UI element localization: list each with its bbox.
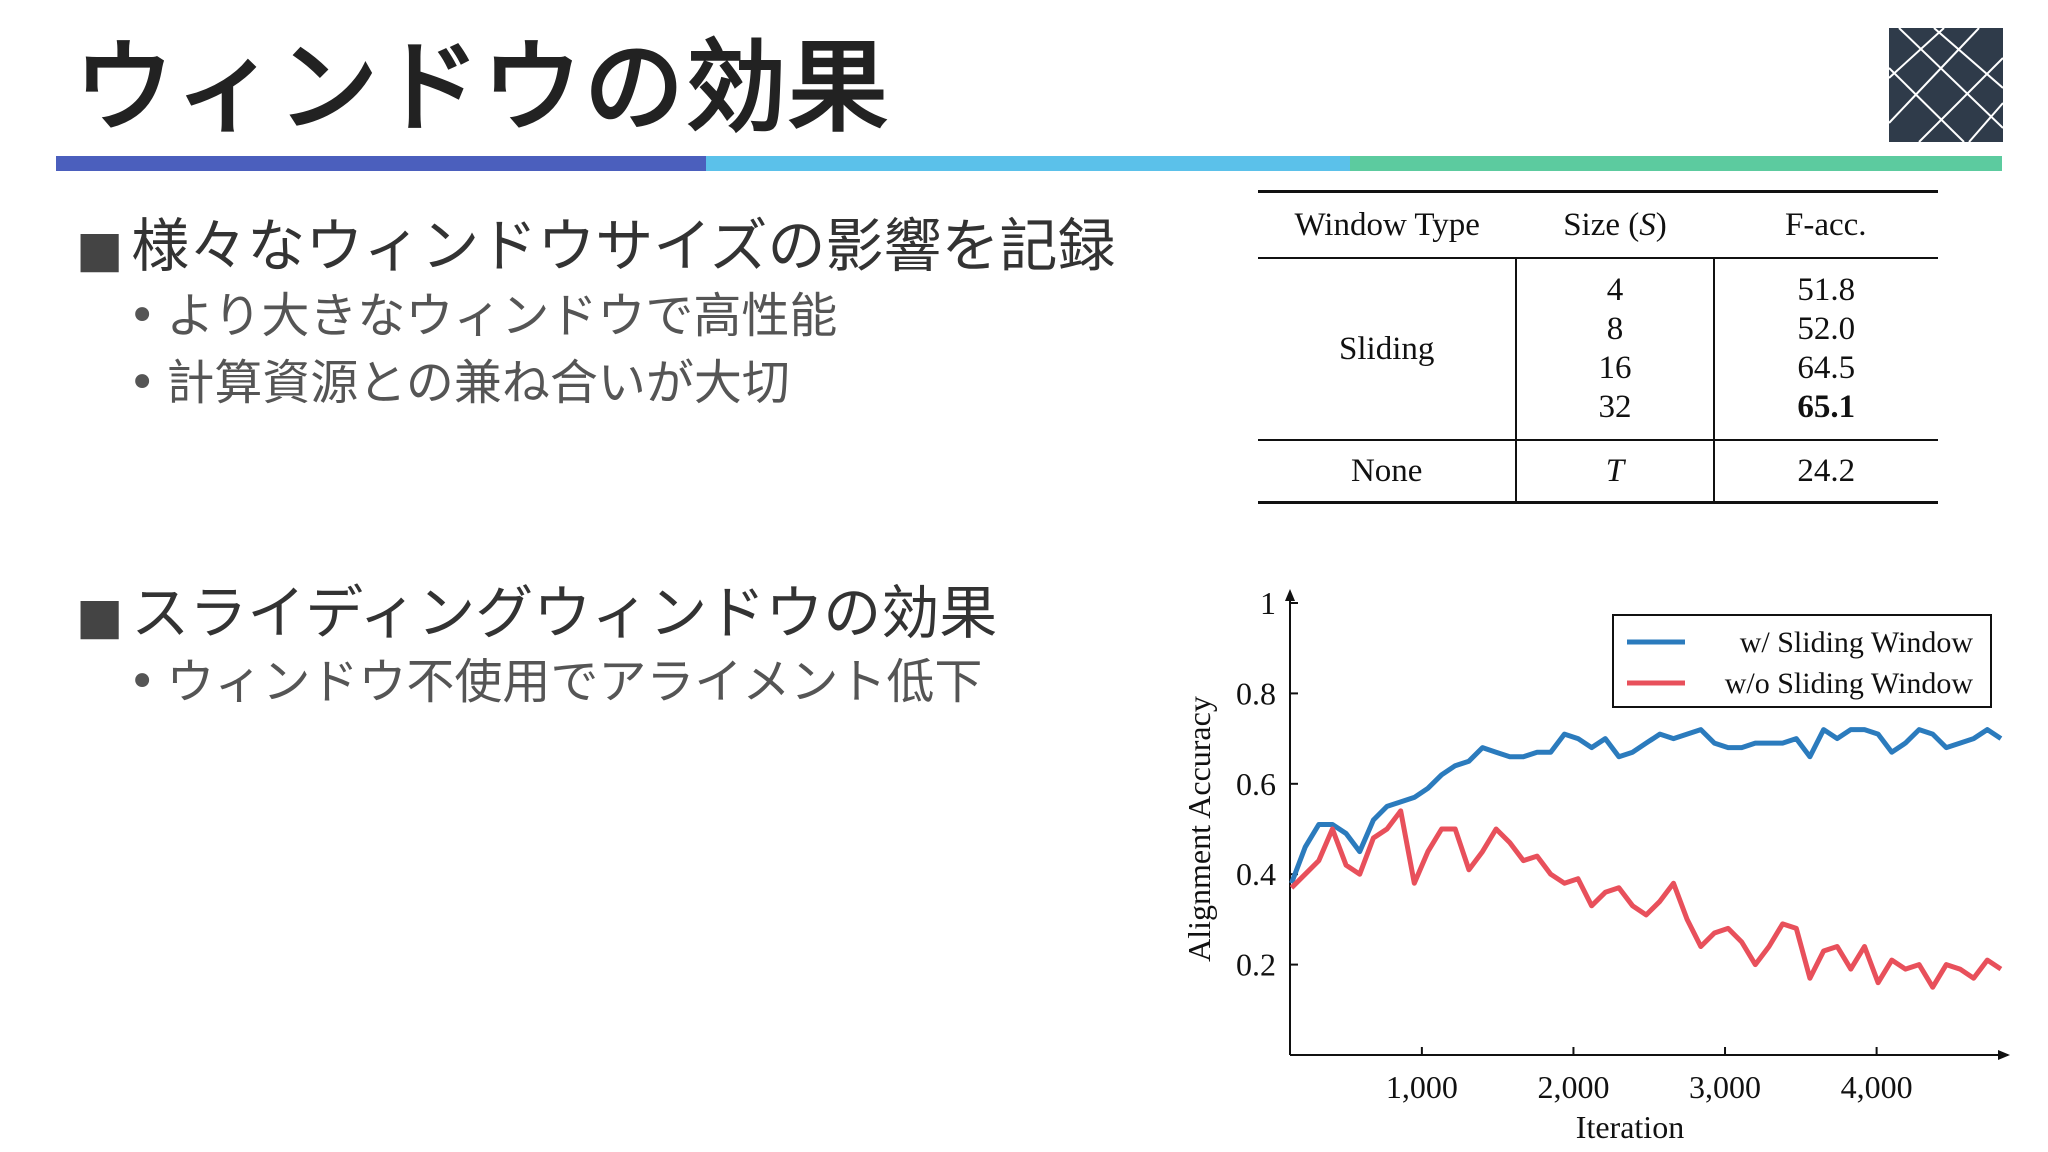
square-bullet-icon: ■ bbox=[76, 220, 124, 278]
legend-box bbox=[1612, 614, 1992, 708]
best-value: 65.1 bbox=[1797, 389, 1856, 425]
x-axis-arrow bbox=[1998, 1050, 2010, 1060]
sub-bullet-item: • ウィンドウ不使用でアライメント低下 bbox=[76, 649, 1176, 716]
legend-label: w/o Sliding Window bbox=[1725, 667, 1974, 700]
sub-bullet-item: • 計算資源との兼ね合いが大切 bbox=[76, 350, 1176, 417]
series-line-with-window bbox=[1289, 727, 2003, 885]
table-row-none: None T 24.2 bbox=[1258, 440, 1938, 503]
accent-bar-lightblue bbox=[706, 156, 1350, 171]
accent-bar-blue bbox=[56, 156, 706, 171]
accent-bar-green bbox=[1350, 156, 2002, 171]
header-window-type: Window Type bbox=[1294, 206, 1480, 243]
y-axis-arrow bbox=[1285, 589, 1295, 601]
series-line-without-window bbox=[1289, 808, 2003, 990]
slide-title: ウィンドウの効果 bbox=[74, 29, 890, 146]
y-tick-label: 0.6 bbox=[1236, 766, 1276, 802]
y-tick-label: 1 bbox=[1260, 585, 1276, 621]
dot-bullet-icon: • bbox=[128, 287, 157, 344]
cell-none-facc: 24.2 bbox=[1712, 440, 1938, 503]
cell-sliding-sizes: 4 8 16 32 bbox=[1515, 258, 1714, 440]
x-tick-label: 1,000 bbox=[1386, 1069, 1458, 1105]
table-header-row: Window Type Size (S) F-acc. bbox=[1258, 191, 1938, 259]
table-row-sliding: Sliding 4 8 16 32 51.8 52.0 64.5 65.1 bbox=[1258, 258, 1938, 440]
bullet-text: 様々なウィンドウサイズの影響を記録 bbox=[131, 212, 1116, 280]
y-axis-label: Alignment Accuracy bbox=[1181, 696, 1217, 962]
y-tick-label: 0.4 bbox=[1236, 856, 1276, 892]
results-table: Window Type Size (S) F-acc. Sliding 4 8 … bbox=[1258, 190, 1938, 503]
header-facc: F-acc. bbox=[1785, 206, 1867, 243]
bullet-text: スライディングウィンドウの効果 bbox=[131, 578, 998, 647]
x-tick-label: 2,000 bbox=[1537, 1069, 1609, 1105]
dot-bullet-icon: • bbox=[128, 654, 157, 711]
x-tick-label: 4,000 bbox=[1841, 1069, 1913, 1105]
legend-label: w/ Sliding Window bbox=[1740, 626, 1974, 659]
cell-sliding-label: Sliding bbox=[1339, 330, 1435, 367]
cell-sliding-facc: 51.8 52.0 64.5 65.1 bbox=[1712, 258, 1938, 440]
square-bullet-icon: ■ bbox=[76, 586, 124, 645]
cell-none-size: T bbox=[1515, 440, 1714, 503]
sub-bullet-text: より大きなウィンドウで高性能 bbox=[166, 287, 838, 344]
bullet-list: ■ 様々なウィンドウサイズの影響を記録 • より大きなウィンドウで高性能 • 計算資源… bbox=[76, 210, 1176, 717]
cell-none-label: None bbox=[1350, 452, 1423, 489]
x-tick-label: 3,000 bbox=[1689, 1069, 1761, 1105]
sub-bullet-text: 計算資源との兼ね合いが大切 bbox=[166, 354, 790, 411]
sub-bullet-text: ウィンドウ不使用でアライメント低下 bbox=[166, 654, 983, 711]
bullet-item: ■ 様々なウィンドウサイズの影響を記録 bbox=[76, 210, 1176, 283]
alignment-accuracy-chart: 1,000 2,000 3,000 4,000 0.2 0.4 0.6 0.8 1 Iterati… bbox=[1181, 585, 2010, 1145]
dot-bullet-icon: • bbox=[128, 354, 157, 411]
header-size: Size (S) bbox=[1563, 206, 1667, 243]
bullet-item: ■ スライディングウィンドウの効果 bbox=[76, 577, 1176, 650]
logo-icon bbox=[1889, 28, 2003, 142]
sub-bullet-item: • より大きなウィンドウで高性能 bbox=[76, 283, 1176, 350]
y-tick-label: 0.8 bbox=[1236, 675, 1276, 711]
y-tick-label: 0.2 bbox=[1236, 947, 1276, 983]
x-axis-label: Iteration bbox=[1576, 1109, 1684, 1145]
